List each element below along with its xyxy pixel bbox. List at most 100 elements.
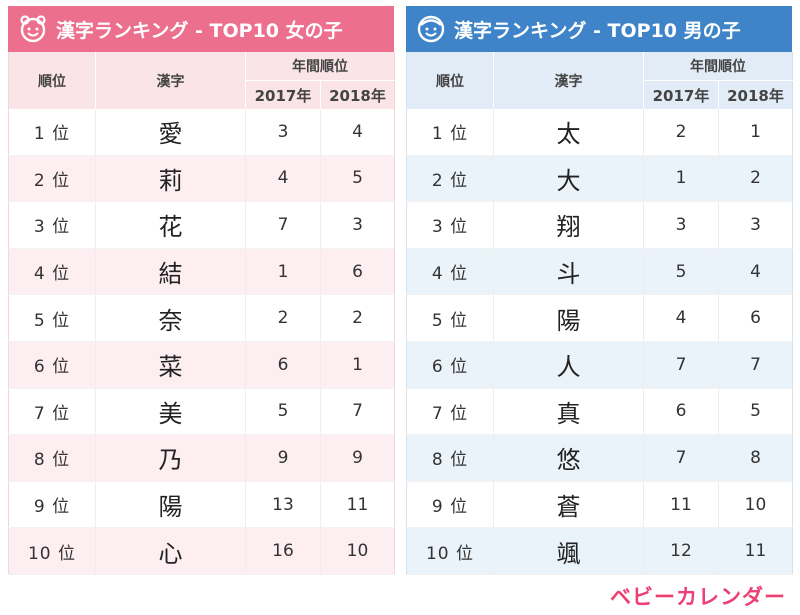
brand-logo: ベビーカレンダー bbox=[610, 585, 786, 609]
table-row: 9 位陽 13 11 bbox=[8, 481, 395, 529]
table-row: 10 位心 16 10 bbox=[8, 527, 395, 575]
kanji-cell: 颯 bbox=[493, 527, 644, 575]
kanji-cell: 愛 bbox=[95, 109, 246, 156]
rank-2018-cell: 7 bbox=[718, 341, 793, 389]
rank-header: 順位 bbox=[8, 52, 96, 109]
girls-panel-title: 漢字ランキング - TOP10 女の子 bbox=[56, 19, 343, 42]
rank-cell: 4 位 bbox=[8, 248, 96, 296]
kanji-cell: 花 bbox=[95, 201, 246, 249]
boy-face-icon bbox=[417, 15, 445, 43]
kanji-cell: 美 bbox=[95, 388, 246, 436]
rank-2017-cell: 11 bbox=[643, 481, 719, 529]
rank-2017-cell: 12 bbox=[643, 527, 719, 575]
rank-2018-cell: 9 bbox=[320, 434, 395, 482]
rank-2018-cell: 6 bbox=[718, 294, 793, 342]
rank-2018-cell: 7 bbox=[320, 388, 395, 436]
kanji-cell: 斗 bbox=[493, 248, 644, 296]
rank-cell: 9 位 bbox=[406, 481, 494, 529]
rank-2018-cell: 3 bbox=[718, 201, 793, 249]
kanji-cell: 心 bbox=[95, 527, 246, 575]
rank-cell: 2 位 bbox=[406, 155, 494, 203]
rank-2018-cell: 10 bbox=[320, 527, 395, 575]
kanji-cell: 奈 bbox=[95, 294, 246, 342]
kanji-cell: 悠 bbox=[493, 434, 644, 482]
kanji-header: 漢字 bbox=[493, 52, 644, 109]
kanji-cell: 陽 bbox=[493, 294, 644, 342]
rank-2017-cell: 3 bbox=[643, 201, 719, 249]
rank-2017-cell: 13 bbox=[245, 481, 321, 529]
rank-2018-cell: 5 bbox=[320, 155, 395, 203]
rank-2017-cell: 7 bbox=[643, 341, 719, 389]
rank-2017-cell: 6 bbox=[245, 341, 321, 389]
rank-cell: 5 位 bbox=[406, 294, 494, 342]
rank-2018-cell: 5 bbox=[718, 388, 793, 436]
boys-ranking-panel: 漢字ランキング - TOP10 男の子 順位 漢字 年間順位 2017年 201… bbox=[406, 6, 793, 575]
rank-2017-cell: 16 bbox=[245, 527, 321, 575]
rank-2017-cell: 2 bbox=[643, 109, 719, 156]
kanji-cell: 乃 bbox=[95, 434, 246, 482]
rank-cell: 7 位 bbox=[406, 388, 494, 436]
rank-2017-cell: 9 bbox=[245, 434, 321, 482]
rank-2017-cell: 6 bbox=[643, 388, 719, 436]
kanji-cell: 人 bbox=[493, 341, 644, 389]
rank-cell: 7 位 bbox=[8, 388, 96, 436]
rank-2018-cell: 4 bbox=[718, 248, 793, 296]
rank-2017-cell: 4 bbox=[643, 294, 719, 342]
rank-cell: 10 位 bbox=[8, 527, 96, 575]
rank-2017-cell: 7 bbox=[643, 434, 719, 482]
rank-2018-cell: 11 bbox=[320, 481, 395, 529]
rank-2018-cell: 10 bbox=[718, 481, 793, 529]
kanji-cell: 翔 bbox=[493, 201, 644, 249]
rank-2017-cell: 2 bbox=[245, 294, 321, 342]
rank-cell: 6 位 bbox=[406, 341, 494, 389]
year-2018-header: 2018年 bbox=[718, 80, 793, 109]
rank-2018-cell: 2 bbox=[320, 294, 395, 342]
table-row: 9 位蒼 11 10 bbox=[406, 481, 793, 529]
girl-face-icon bbox=[20, 15, 46, 43]
boys-panel-header: 漢字ランキング - TOP10 男の子 bbox=[406, 6, 792, 52]
rank-cell: 9 位 bbox=[8, 481, 96, 529]
rank-2017-cell: 4 bbox=[245, 155, 321, 203]
rank-2017-cell: 5 bbox=[643, 248, 719, 296]
rank-2018-cell: 3 bbox=[320, 201, 395, 249]
kanji-cell: 太 bbox=[493, 109, 644, 156]
rank-cell: 8 位 bbox=[406, 434, 494, 482]
year-2017-header: 2017年 bbox=[643, 80, 719, 109]
kanji-cell: 莉 bbox=[95, 155, 246, 203]
year-2018-header: 2018年 bbox=[320, 80, 395, 109]
rank-2018-cell: 2 bbox=[718, 155, 793, 203]
kanji-cell: 菜 bbox=[95, 341, 246, 389]
rank-cell: 1 位 bbox=[406, 109, 494, 156]
girls-panel-header: 漢字ランキング - TOP10 女の子 bbox=[8, 6, 394, 52]
kanji-header: 漢字 bbox=[95, 52, 246, 109]
rank-2017-cell: 7 bbox=[245, 201, 321, 249]
rank-2018-cell: 4 bbox=[320, 109, 395, 156]
rank-cell: 6 位 bbox=[8, 341, 96, 389]
rank-2018-cell: 1 bbox=[718, 109, 793, 156]
girls-ranking-panel: 漢字ランキング - TOP10 女の子 順位 漢字 年間順位 2017年 201… bbox=[8, 6, 395, 575]
rank-header: 順位 bbox=[406, 52, 494, 109]
rank-2018-cell: 11 bbox=[718, 527, 793, 575]
kanji-cell: 大 bbox=[493, 155, 644, 203]
rank-2018-cell: 8 bbox=[718, 434, 793, 482]
rank-cell: 1 位 bbox=[8, 109, 96, 156]
rank-cell: 5 位 bbox=[8, 294, 96, 342]
rank-cell: 10 位 bbox=[406, 527, 494, 575]
kanji-cell: 結 bbox=[95, 248, 246, 296]
rank-2017-cell: 1 bbox=[643, 155, 719, 203]
kanji-cell: 陽 bbox=[95, 481, 246, 529]
